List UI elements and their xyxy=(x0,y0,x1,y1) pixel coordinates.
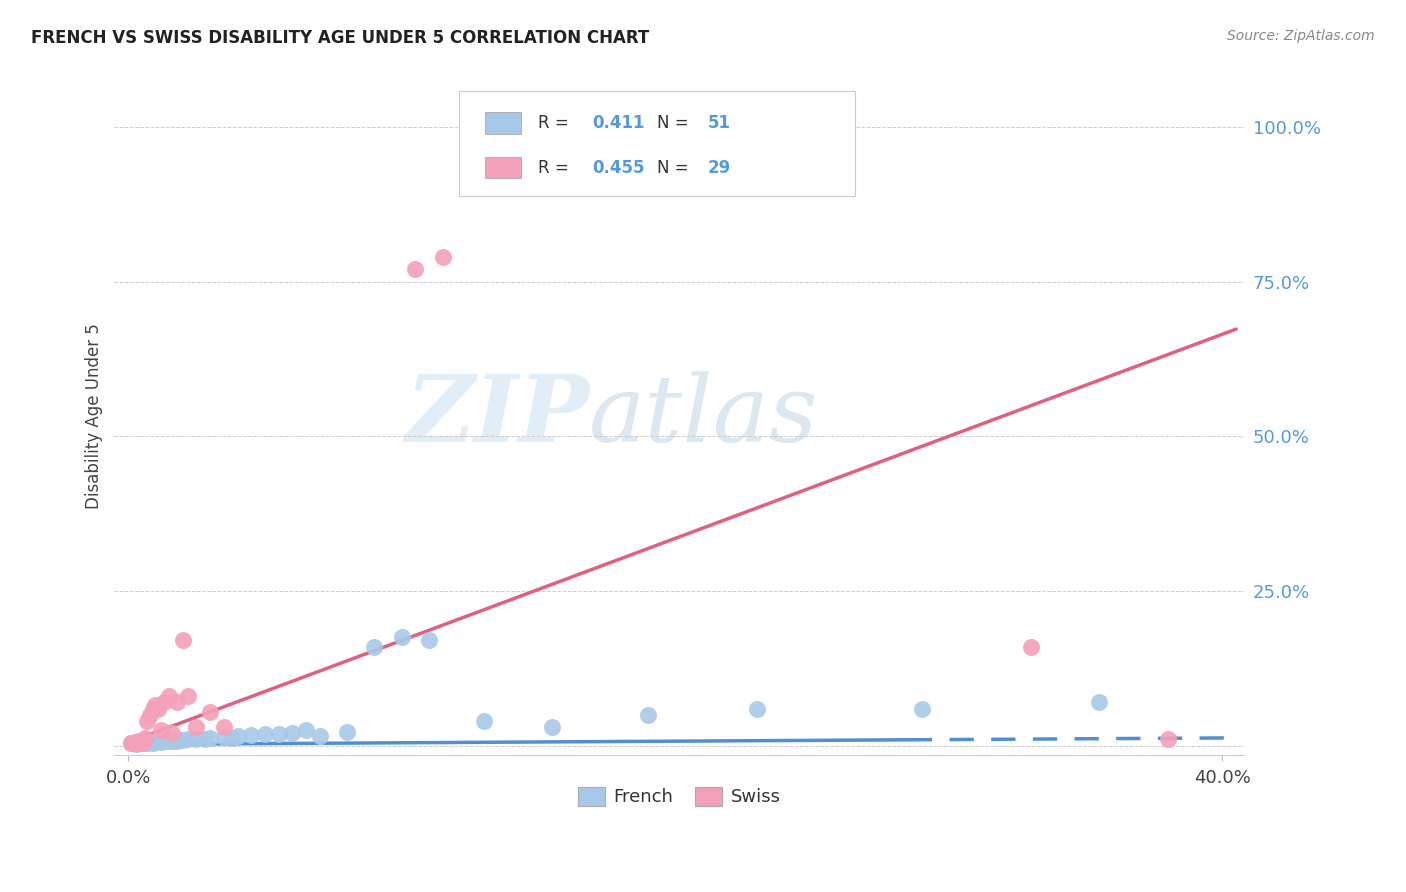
Point xyxy=(157,689,180,703)
Point xyxy=(1157,732,1180,747)
Point xyxy=(308,729,330,743)
Point xyxy=(221,731,243,746)
Point xyxy=(177,732,200,747)
Point xyxy=(212,730,235,744)
Point xyxy=(125,735,148,749)
Point xyxy=(226,729,249,743)
Point xyxy=(134,734,156,748)
Text: R =: R = xyxy=(538,159,574,177)
Point xyxy=(240,728,263,742)
Point xyxy=(1088,695,1111,709)
Point xyxy=(157,734,180,748)
Point xyxy=(125,735,148,749)
Point xyxy=(186,720,208,734)
Point xyxy=(177,689,200,703)
Point xyxy=(136,735,159,749)
Point xyxy=(391,631,413,645)
Point xyxy=(131,736,153,750)
Point xyxy=(169,733,191,747)
Point xyxy=(122,735,145,749)
Point xyxy=(128,736,150,750)
Point xyxy=(131,735,153,749)
Point xyxy=(198,705,221,719)
Point xyxy=(472,714,495,728)
Text: FRENCH VS SWISS DISABILITY AGE UNDER 5 CORRELATION CHART: FRENCH VS SWISS DISABILITY AGE UNDER 5 C… xyxy=(31,29,650,46)
FancyBboxPatch shape xyxy=(458,91,855,196)
FancyBboxPatch shape xyxy=(485,112,522,134)
Point xyxy=(172,633,194,648)
Point xyxy=(152,695,174,709)
Point xyxy=(404,262,426,277)
Point xyxy=(142,735,165,749)
Point xyxy=(152,734,174,748)
Point xyxy=(149,735,172,749)
Point xyxy=(198,731,221,745)
Point xyxy=(155,733,177,747)
Point xyxy=(1019,640,1042,654)
Point xyxy=(131,733,153,747)
Point xyxy=(122,736,145,750)
Point xyxy=(166,695,188,709)
Point xyxy=(128,735,150,749)
Point xyxy=(172,733,194,747)
Point xyxy=(568,145,591,159)
Point xyxy=(149,723,172,738)
Point xyxy=(128,734,150,748)
Point xyxy=(281,726,304,740)
Text: 0.455: 0.455 xyxy=(592,159,645,177)
Point xyxy=(125,737,148,751)
Text: R =: R = xyxy=(538,114,574,132)
Point xyxy=(253,727,276,741)
Point xyxy=(120,735,142,749)
Point xyxy=(432,250,454,264)
Point xyxy=(134,731,156,746)
Text: 29: 29 xyxy=(707,159,731,177)
Point xyxy=(148,701,170,715)
Point xyxy=(747,701,769,715)
Point xyxy=(145,734,167,748)
FancyBboxPatch shape xyxy=(485,157,522,178)
Point xyxy=(131,735,153,749)
Point xyxy=(134,732,156,747)
Point xyxy=(160,733,183,747)
Text: ZIP: ZIP xyxy=(405,371,589,461)
Text: N =: N = xyxy=(657,114,693,132)
Point xyxy=(139,735,162,749)
Text: 0.411: 0.411 xyxy=(592,114,645,132)
Text: 51: 51 xyxy=(707,114,731,132)
Y-axis label: Disability Age Under 5: Disability Age Under 5 xyxy=(86,323,103,509)
Text: Source: ZipAtlas.com: Source: ZipAtlas.com xyxy=(1227,29,1375,43)
Point xyxy=(541,720,564,734)
Point xyxy=(122,735,145,749)
Point xyxy=(212,720,235,734)
Point xyxy=(136,735,159,749)
Point xyxy=(363,640,385,654)
Point xyxy=(139,707,162,722)
Point xyxy=(418,633,440,648)
Point xyxy=(267,727,290,741)
Point xyxy=(637,707,659,722)
Point xyxy=(186,731,208,746)
Point xyxy=(194,731,217,746)
Legend: French, Swiss: French, Swiss xyxy=(571,780,789,814)
Point xyxy=(120,736,142,750)
Point xyxy=(166,734,188,748)
Point xyxy=(910,701,932,715)
Point xyxy=(596,132,619,146)
Point xyxy=(336,725,359,739)
Point xyxy=(148,733,170,747)
Text: atlas: atlas xyxy=(589,371,818,461)
Text: N =: N = xyxy=(657,159,693,177)
Point xyxy=(145,698,167,713)
Point xyxy=(160,726,183,740)
Point xyxy=(131,735,153,749)
Point xyxy=(134,735,156,749)
Point xyxy=(136,714,159,728)
Point xyxy=(295,723,318,738)
Point xyxy=(145,735,167,749)
Point xyxy=(163,733,186,747)
Point xyxy=(142,701,165,715)
